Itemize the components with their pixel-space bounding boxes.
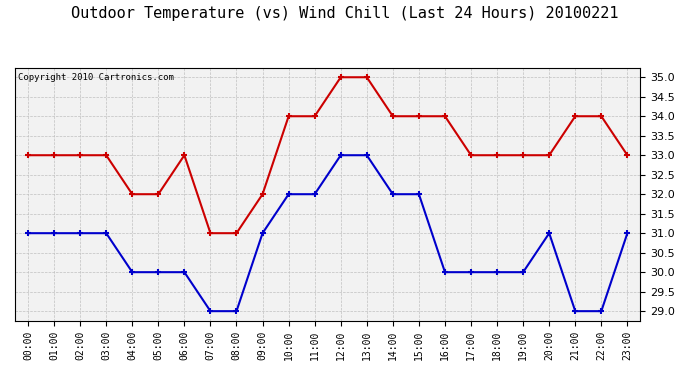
Text: Outdoor Temperature (vs) Wind Chill (Last 24 Hours) 20100221: Outdoor Temperature (vs) Wind Chill (Las… [71, 6, 619, 21]
Text: Copyright 2010 Cartronics.com: Copyright 2010 Cartronics.com [18, 73, 174, 82]
